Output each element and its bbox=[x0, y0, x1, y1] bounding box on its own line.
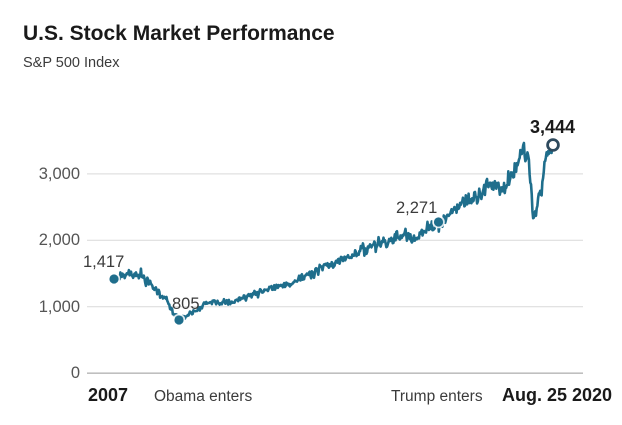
svg-text:805: 805 bbox=[172, 295, 200, 313]
svg-text:1,000: 1,000 bbox=[39, 298, 80, 316]
svg-text:2007: 2007 bbox=[88, 385, 128, 405]
svg-text:2,271: 2,271 bbox=[396, 199, 437, 217]
svg-text:Obama enters: Obama enters bbox=[154, 388, 252, 405]
svg-text:3,444: 3,444 bbox=[530, 117, 575, 137]
svg-text:Aug. 25 2020: Aug. 25 2020 bbox=[502, 385, 612, 405]
svg-text:3,000: 3,000 bbox=[39, 165, 80, 183]
svg-text:1,417: 1,417 bbox=[83, 253, 124, 271]
svg-text:0: 0 bbox=[71, 364, 80, 382]
svg-text:Trump enters: Trump enters bbox=[391, 388, 483, 405]
svg-text:2,000: 2,000 bbox=[39, 231, 80, 249]
